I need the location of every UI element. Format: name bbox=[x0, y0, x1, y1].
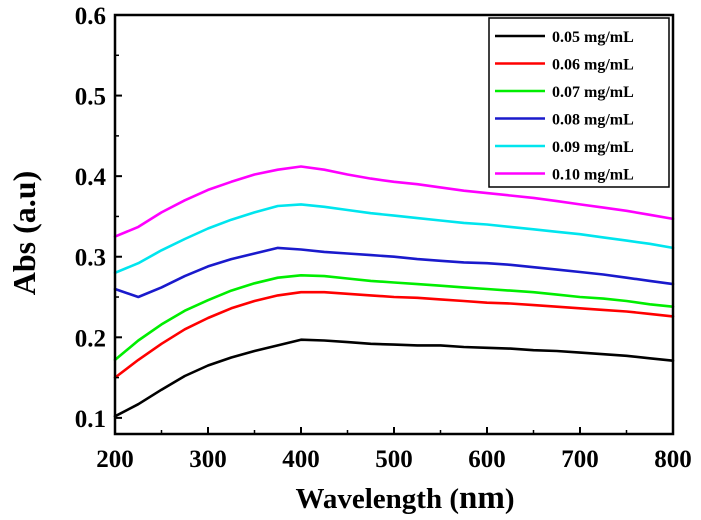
y-tick-label: 0.1 bbox=[75, 406, 106, 433]
x-tick-label: 200 bbox=[96, 446, 134, 473]
y-tick-label: 0.5 bbox=[75, 84, 106, 111]
series-layer bbox=[113, 165, 675, 418]
legend-items: 0.05 mg/mL 0.06 mg/mL 0.07 mg/mL 0.08 mg/mL… bbox=[495, 29, 634, 184]
series-line-1 bbox=[113, 290, 675, 379]
series-line-0 bbox=[113, 338, 675, 418]
y-tick-label: 0.2 bbox=[75, 325, 106, 352]
legend-label-5: 0.10 mg/mL bbox=[552, 167, 634, 184]
legend-label-1: 0.06 mg/mL bbox=[552, 57, 634, 74]
legend-box bbox=[488, 17, 670, 188]
legend-label-4: 0.09 mg/mL bbox=[552, 139, 634, 156]
x-axis-title-main: Wavelength ( bbox=[295, 483, 459, 515]
series-line-4 bbox=[113, 203, 675, 275]
y-tick-label: 0.4 bbox=[75, 164, 107, 191]
x-tick-label: 700 bbox=[561, 446, 599, 473]
y-axis-title: Abs (a.u) bbox=[6, 171, 42, 295]
x-tick-label: 500 bbox=[375, 446, 413, 473]
x-axis-title-unit: nm bbox=[459, 480, 505, 516]
legend-label-3: 0.08 mg/mL bbox=[552, 112, 634, 129]
y-tick-label: 0.6 bbox=[75, 3, 106, 30]
series-line-3 bbox=[113, 246, 675, 299]
x-tick-label: 300 bbox=[189, 446, 227, 473]
legend: 0.05 mg/mL 0.06 mg/mL 0.07 mg/mL 0.08 mg/mL… bbox=[488, 17, 670, 188]
x-tick-label: 400 bbox=[282, 446, 320, 473]
x-tick-label: 800 bbox=[654, 446, 692, 473]
x-axis-title-close: ) bbox=[505, 483, 515, 515]
y-tick-label: 0.3 bbox=[75, 245, 106, 272]
legend-label-0: 0.05 mg/mL bbox=[552, 29, 634, 46]
x-tick-label: 600 bbox=[468, 446, 506, 473]
ticks-layer: 200 300 400 500 600 700 800 0.1 0.2 0.3 0.4 0.5 0.6 bbox=[75, 3, 692, 473]
series-line-2 bbox=[113, 274, 675, 362]
series-line-5 bbox=[113, 165, 675, 238]
x-axis-title: Wavelength (nm) bbox=[295, 480, 514, 516]
legend-label-2: 0.07 mg/mL bbox=[552, 84, 634, 101]
